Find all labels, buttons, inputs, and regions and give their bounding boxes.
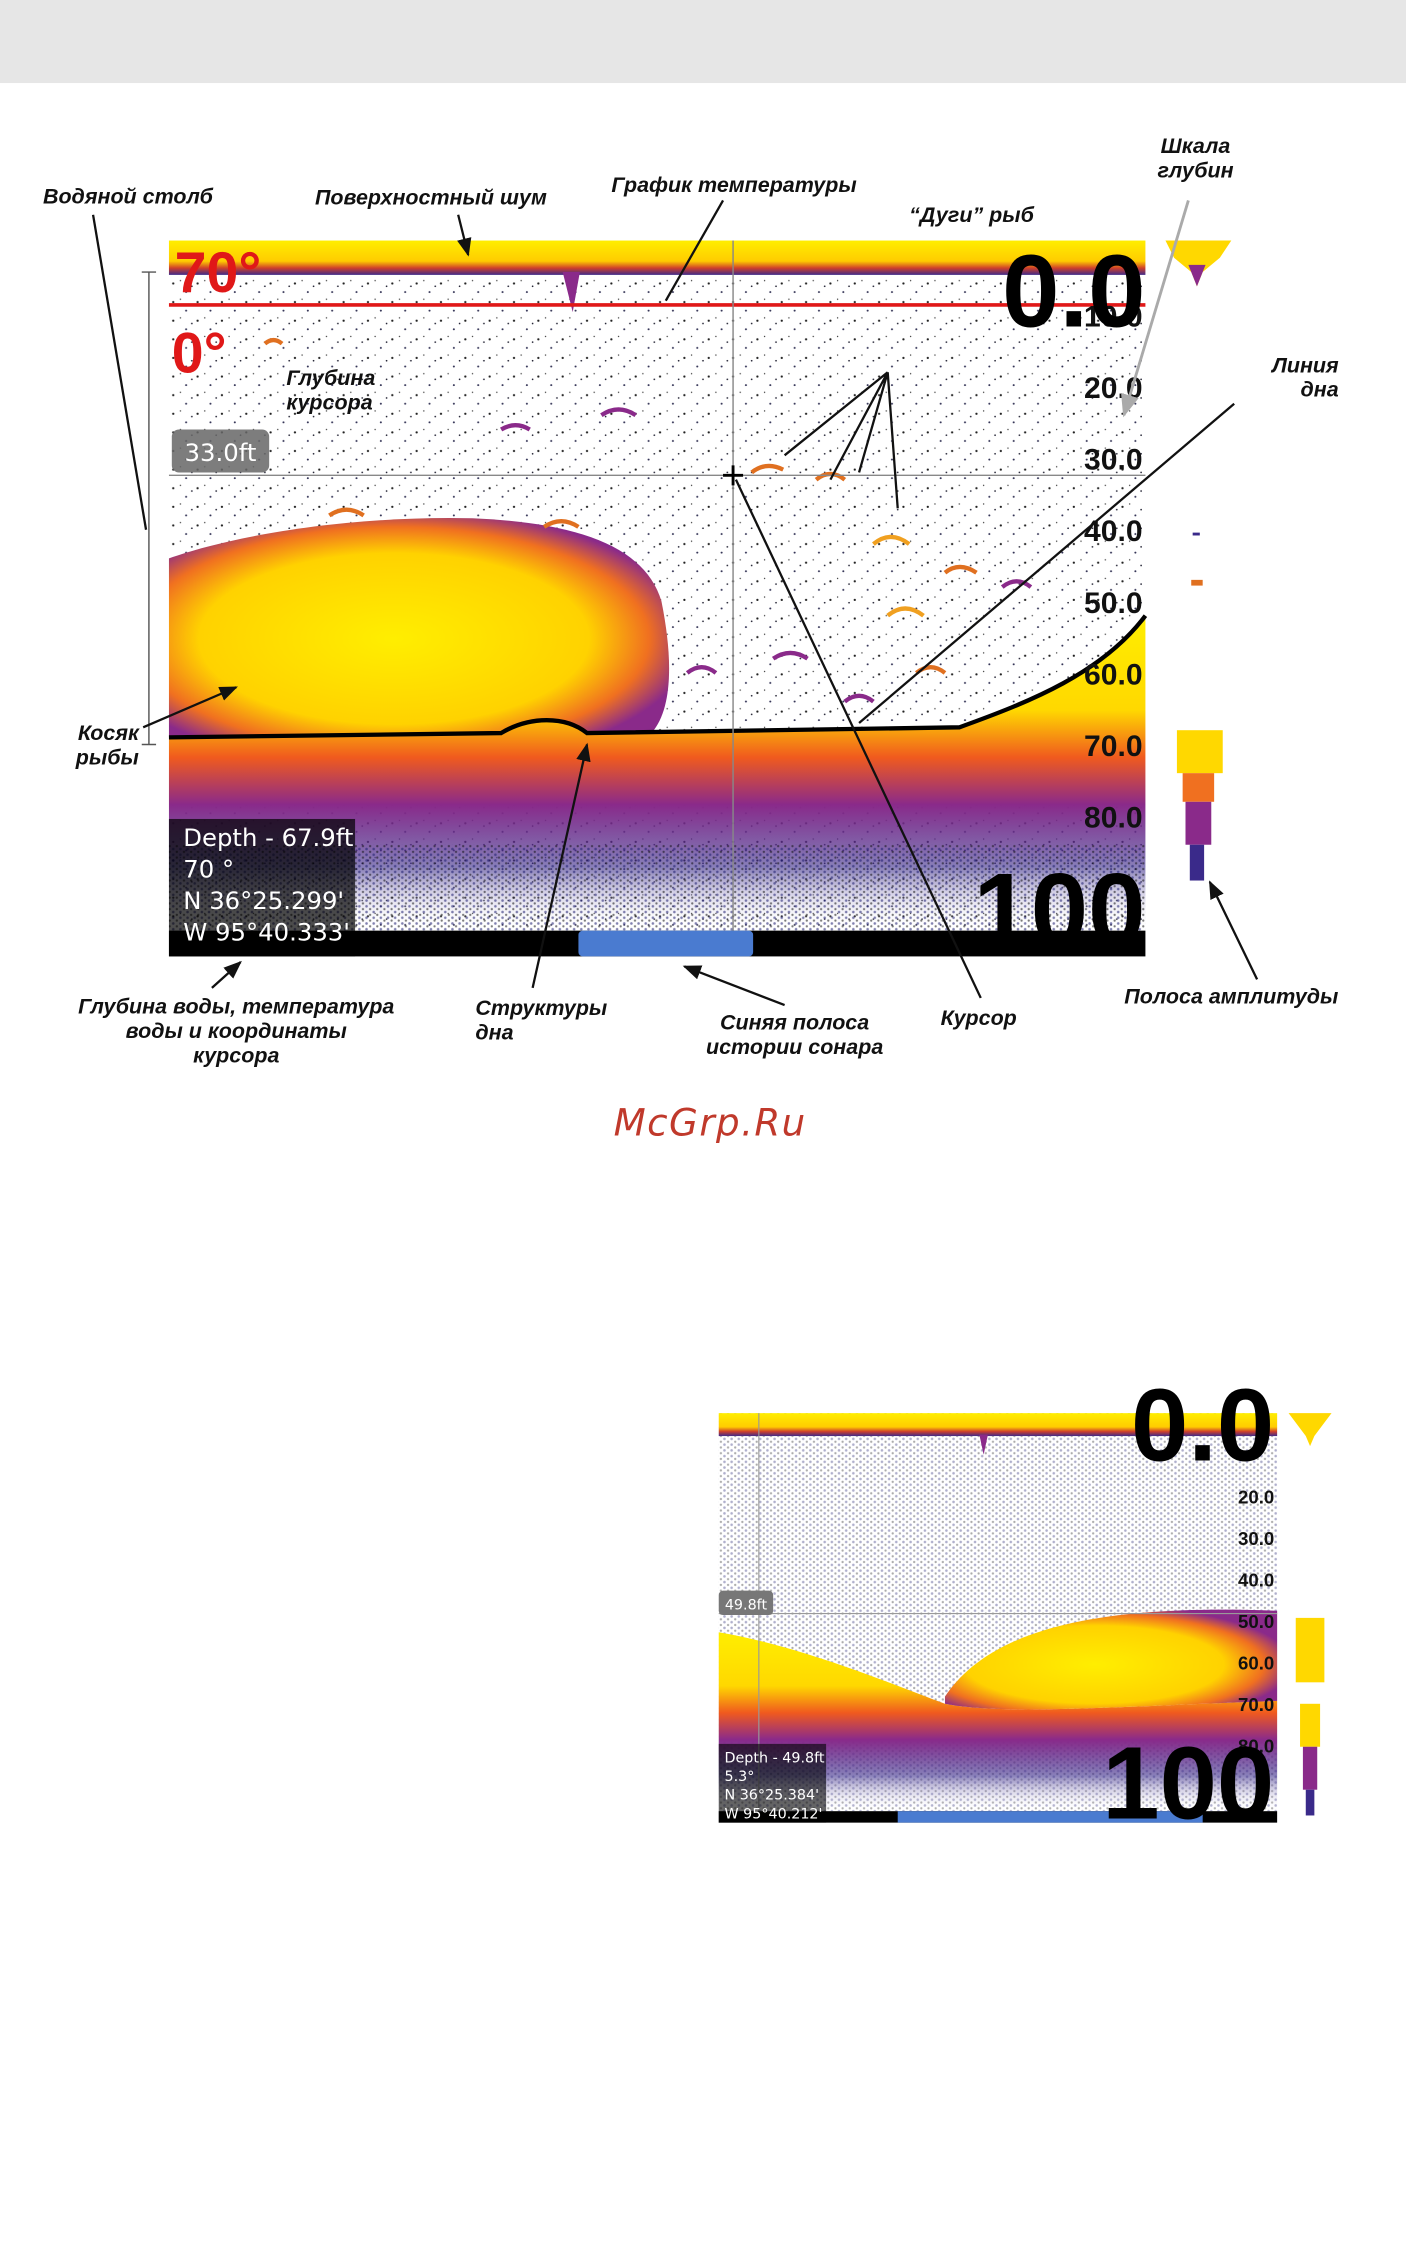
- annotation: дна: [1301, 378, 1339, 402]
- depth-top: 0.0: [1131, 1367, 1274, 1482]
- history-window: [578, 930, 754, 957]
- arrow: [1208, 880, 1259, 980]
- info-line: Depth - 67.9ft: [183, 823, 353, 852]
- arrow: [531, 742, 591, 989]
- annotation: дна: [475, 1020, 513, 1044]
- depth-label: 80.0: [1084, 802, 1142, 835]
- depth-label: 70.0: [1238, 1694, 1274, 1715]
- surface-band: [168, 240, 1146, 275]
- depth-label: 30.0: [1238, 1528, 1274, 1549]
- info-line: W 95°40.333': [183, 918, 350, 947]
- annotation: истории сонара: [706, 1035, 883, 1059]
- history-window: [897, 1811, 1203, 1823]
- info-lines: Depth - 67.9ft 70 °N 36°25.299' W 95°40.33…: [183, 823, 353, 946]
- annotation: График температуры: [611, 173, 856, 197]
- info-box: [718, 1743, 827, 1823]
- arrow: [457, 214, 472, 257]
- depth-scale: 20.0 30.0 40.0 50.0 60.0 70.0 80.0: [1238, 1486, 1274, 1756]
- bottom-line: [168, 614, 1148, 740]
- arrow: [91, 214, 148, 530]
- annotation: Глубина: [286, 366, 375, 390]
- depth-label: 40.0: [1084, 515, 1142, 548]
- annotation: рыбы: [75, 746, 139, 770]
- cursor-depth-box: [718, 1590, 774, 1616]
- depth-label: 80.0: [1238, 1735, 1274, 1756]
- annotation: Водяной столб: [43, 184, 214, 208]
- surface-spike: [979, 1434, 988, 1455]
- depth-scale: 10.0 20.0 30.0 40.0 50.0 60.0 70.0 80.0: [1084, 300, 1142, 834]
- info-line: Depth - 49.8ft: [724, 1750, 824, 1766]
- top-band: [0, 0, 1406, 84]
- surface-band: [718, 1413, 1278, 1437]
- depth-bottom: 100: [973, 852, 1145, 967]
- annotation: Поверхностный шум: [315, 186, 547, 210]
- depth-label: 20.0: [1084, 372, 1142, 405]
- depth-bottom: 100: [1102, 1725, 1274, 1840]
- info-line: 70 °: [183, 855, 234, 884]
- info-line: N 36°25.299': [183, 886, 344, 915]
- fish-arcs: [263, 337, 1033, 704]
- depth-label: 50.0: [1238, 1611, 1274, 1632]
- annotation: глубин: [1157, 159, 1233, 183]
- temp-top: 70°: [175, 241, 262, 305]
- amplitude-strip: [1288, 1413, 1332, 1816]
- cursor-depth-box: [171, 429, 270, 473]
- arrow: [734, 479, 982, 999]
- annotation: Полоса амплитуды: [1124, 985, 1338, 1009]
- cursor-cross: [723, 465, 744, 486]
- arrow: [682, 965, 786, 1007]
- cursor-depth: 33.0ft: [185, 438, 257, 467]
- depth-top: 0.0: [1002, 233, 1145, 348]
- annotation: Синяя полоса: [720, 1010, 869, 1034]
- info-line: 5.3°: [724, 1769, 754, 1785]
- depth-label: 60.0: [1084, 658, 1142, 691]
- annotation: Структуры: [475, 996, 607, 1020]
- cursor-depth: 49.8ft: [725, 1597, 768, 1613]
- depth-label: 20.0: [1238, 1486, 1274, 1507]
- water-bracket: [141, 271, 157, 746]
- depth-label: 40.0: [1238, 1569, 1274, 1590]
- arrow: [783, 371, 899, 509]
- arrow: [142, 686, 238, 729]
- arrow: [664, 199, 725, 302]
- annotation: курсора: [193, 1043, 279, 1067]
- annotation: Глубина воды, температура: [78, 995, 394, 1019]
- annotation: Шкала: [1161, 134, 1231, 158]
- arrow: [211, 960, 242, 989]
- fish-school: [168, 518, 670, 738]
- info-line: N 36°25.384': [724, 1788, 819, 1804]
- depth-label: 10.0: [1084, 300, 1142, 333]
- arrow: [1121, 200, 1190, 418]
- annotation: Линия: [1270, 353, 1339, 377]
- depth-label: 50.0: [1084, 587, 1142, 620]
- info-box: [168, 818, 356, 957]
- annotation: курсора: [286, 390, 372, 414]
- annotation: воды и координаты: [126, 1019, 347, 1043]
- depth-label: 60.0: [1238, 1652, 1274, 1673]
- info-line: W 95°40.212': [724, 1806, 822, 1822]
- fish-school: [944, 1609, 1278, 1710]
- surface-spike: [562, 272, 580, 313]
- arrow: [858, 402, 1235, 724]
- bottom-return: [718, 1632, 1278, 1812]
- amplitude-strip: [1165, 240, 1232, 881]
- annotations: Водяной столб Поверхностный шум График т…: [43, 134, 1339, 1067]
- depth-label: 70.0: [1084, 730, 1142, 763]
- depth-label: 30.0: [1084, 444, 1142, 477]
- annotation: “Дуги” рыб: [909, 203, 1034, 227]
- watermark: McGrp.Ru: [614, 1100, 807, 1144]
- sonar-figure-2: 49.8ft Depth - 49.8ft 5.3° N 36°25.384' W 9…: [718, 1367, 1332, 1840]
- sonar-figure-1: 70° 0° 33.0ft Depth - 67.9ft 70 °N 36°25.…: [168, 233, 1232, 967]
- info-lines: Depth - 49.8ft 5.3° N 36°25.384' W 95°40.21…: [724, 1750, 824, 1822]
- annotation: Курсор: [941, 1006, 1017, 1030]
- temp-bottom: 0°: [172, 321, 227, 385]
- annotation: Косяк: [78, 721, 140, 745]
